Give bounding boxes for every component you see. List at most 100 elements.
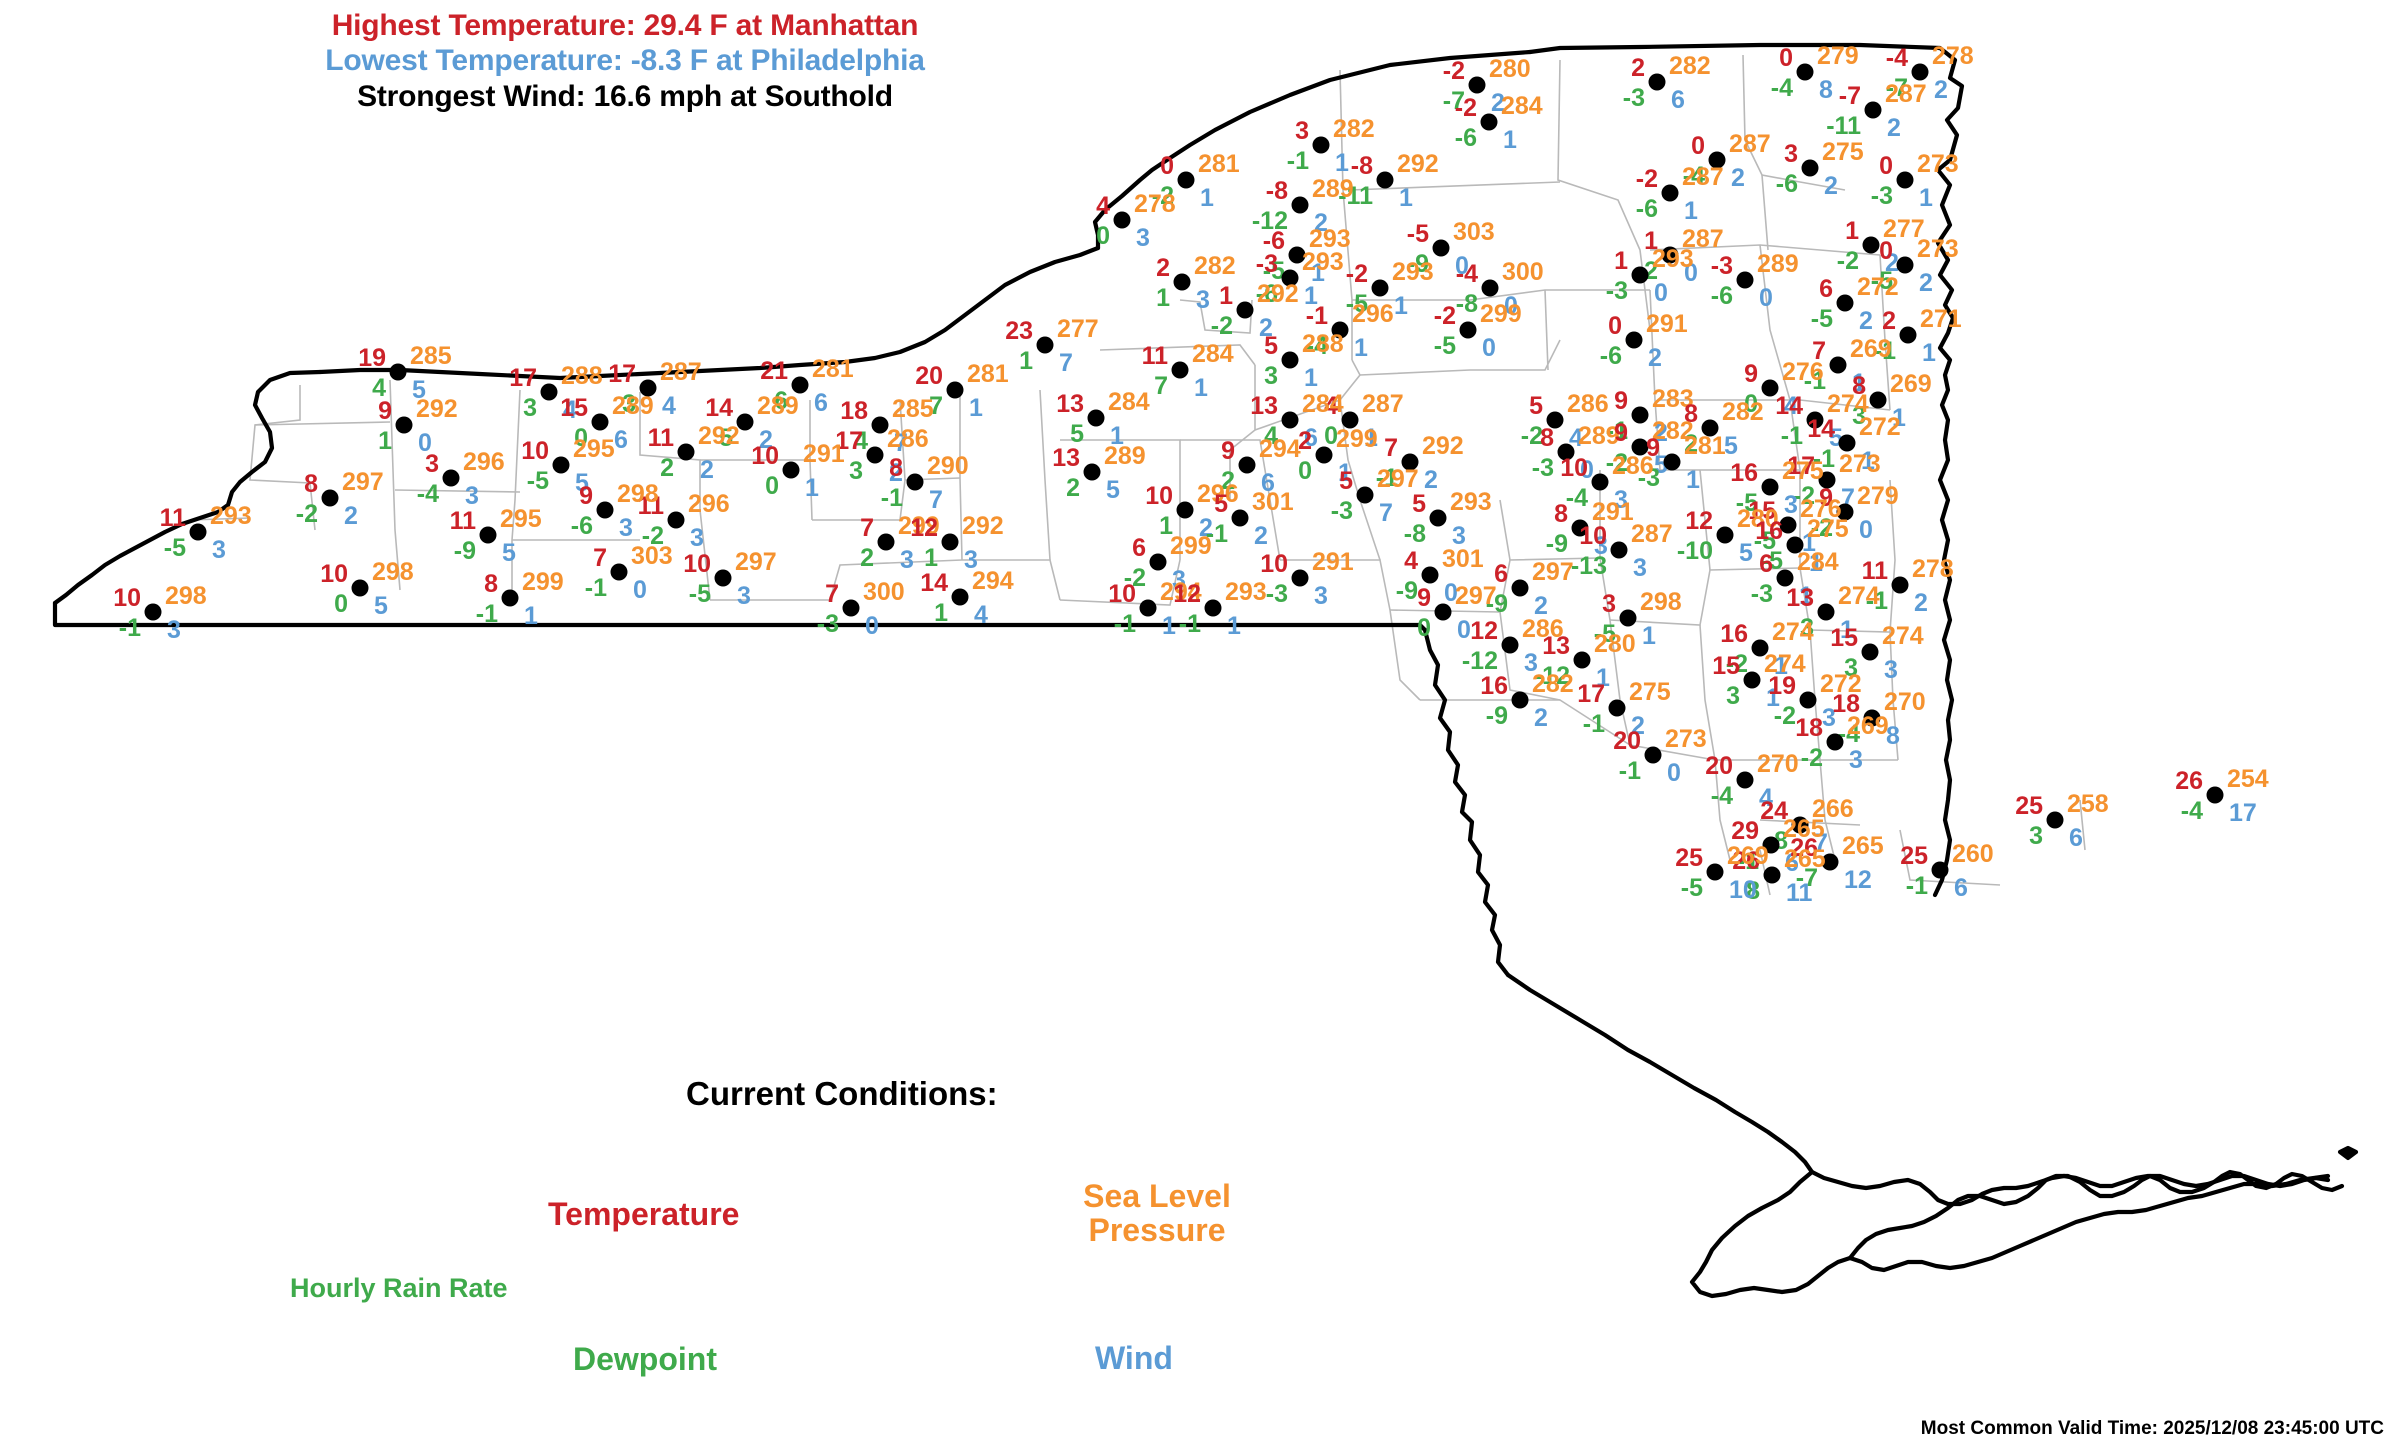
station-plot: 11 296 -2 3 [638, 490, 730, 552]
station-dot [321, 489, 339, 507]
station-plot: 2 282 -3 6 [1623, 52, 1711, 114]
station-dewpoint: -7 [1886, 74, 1908, 102]
station-sea-level-pressure: 280 [1737, 505, 1779, 533]
station-sea-level-pressure: 274 [1882, 622, 1924, 650]
station-sea-level-pressure: 274 [1772, 618, 1814, 646]
station-temperature: -1 [1306, 302, 1328, 330]
station-sea-level-pressure: 289 [1757, 250, 1799, 278]
station-plot: 15 289 0 6 [560, 392, 654, 454]
station-wind: 1 [1766, 684, 1780, 712]
station-plot: 9 292 1 0 [378, 395, 458, 457]
station-dot [1862, 236, 1880, 254]
station-wind: 2 [1424, 466, 1438, 494]
station-wind: 3 [1196, 286, 1210, 314]
station-temperature: 3 [1784, 140, 1798, 168]
valid-time-footer: Most Common Valid Time: 2025/12/08 23:45… [1920, 1418, 2384, 1439]
station-temperature: 17 [835, 427, 863, 455]
station-temperature: 9 [1417, 584, 1431, 612]
legend-dewpoint-label: Dewpoint [573, 1341, 717, 1377]
station-plot: 7 300 -3 0 [817, 578, 905, 640]
station-sea-level-pressure: 299 [522, 568, 564, 596]
station-temperature: 20 [1705, 752, 1733, 780]
station-sea-level-pressure: 295 [500, 505, 542, 533]
station-sea-level-pressure: 275 [1782, 457, 1824, 485]
station-temperature: 15 [1830, 624, 1858, 652]
station-sea-level-pressure: 290 [927, 452, 969, 480]
station-dewpoint: -4 [1566, 484, 1588, 512]
station-dot [1631, 438, 1649, 456]
station-dewpoint: 2 [660, 454, 674, 482]
station-temperature: 13 [1052, 444, 1080, 472]
station-dot [1751, 639, 1769, 657]
station-wind: 1 [1399, 184, 1413, 212]
station-sea-level-pressure: 287 [1682, 163, 1724, 191]
station-dot [1663, 453, 1681, 471]
station-dewpoint: 3 [622, 390, 636, 418]
station-wind: 1 [1686, 466, 1700, 494]
station-temperature: 2 [1631, 54, 1645, 82]
station-wind: 0 [418, 429, 432, 457]
station-temperature: -2 [1434, 302, 1456, 330]
station-plot: 18 285 4 7 [840, 395, 934, 457]
station-sea-level-pressure: 301 [1252, 488, 1294, 516]
station-temperature: 4 [1324, 392, 1338, 420]
station-sea-level-pressure: 303 [631, 542, 673, 570]
station-plot: 14 294 1 4 [920, 567, 1014, 629]
station-dewpoint: -2 [1793, 482, 1815, 510]
station-dewpoint: 3 [1844, 654, 1858, 682]
station-dot [1231, 509, 1249, 527]
station-wind: 6 [1785, 849, 1799, 877]
station-dewpoint: 0 [1744, 390, 1758, 418]
station-temperature: 10 [521, 437, 549, 465]
station-dot [1763, 866, 1781, 884]
station-plot: 4 301 -9 0 [1396, 545, 1484, 607]
station-dewpoint: 1 [934, 599, 948, 627]
station-dewpoint: -4 [1711, 782, 1733, 810]
station-dot [1761, 379, 1779, 397]
station-dewpoint: -9 [1407, 250, 1429, 278]
station-plot: 5 286 -2 4 [1521, 390, 1609, 452]
station-dewpoint: 0 [765, 472, 779, 500]
station-wind: 5 [374, 592, 388, 620]
station-temperature: 18 [840, 397, 868, 425]
station-sea-level-pressure: 282 [1194, 252, 1236, 280]
station-plot: 11 295 -9 5 [450, 505, 542, 567]
station-sea-level-pressure: 278 [1912, 555, 1954, 583]
station-plot: 12 280 -10 5 [1677, 505, 1779, 567]
station-temperature: 10 [113, 584, 141, 612]
station-dewpoint: -3 [1532, 454, 1554, 482]
station-dot [1281, 411, 1299, 429]
station-dot [1762, 836, 1780, 854]
station-sea-level-pressure: 300 [863, 578, 905, 606]
station-plot: 6 297 -9 2 [1486, 558, 1574, 620]
station-wind: 0 [1455, 252, 1469, 280]
station-sea-level-pressure: 301 [1442, 545, 1484, 573]
legend-wind-label: Wind [1095, 1340, 1173, 1376]
station-temperature: -5 [1407, 220, 1429, 248]
station-plot: 4 287 0 1 [1324, 390, 1404, 452]
station-temperature: 8 [1684, 400, 1698, 428]
station-temperature: -8 [1266, 177, 1288, 205]
station-sea-level-pressure: 281 [1198, 150, 1240, 178]
station-dot [667, 511, 685, 529]
station-dewpoint: -1 [1287, 147, 1309, 175]
station-wind: 5 [1724, 432, 1738, 460]
station-dot [1644, 746, 1662, 764]
station-temperature: 9 [1614, 419, 1628, 447]
station-sea-level-pressure: 299 [1170, 532, 1212, 560]
legend-hourly-rain-rate-label: Hourly Rain Rate [290, 1273, 508, 1303]
station-sea-level-pressure: 279 [1817, 42, 1859, 70]
station-dot [1511, 579, 1529, 597]
station-sea-level-pressure: 296 [463, 448, 505, 476]
station-dot [951, 588, 969, 606]
station-dot [144, 603, 162, 621]
station-dot [1291, 196, 1309, 214]
station-dot [1176, 501, 1194, 519]
station-sea-level-pressure: 294 [1160, 578, 1202, 606]
station-dewpoint: -9 [454, 537, 476, 565]
station-sea-level-pressure: 292 [962, 512, 1004, 540]
legend-sea-level-pressure-label: Sea Level Pressure [1042, 1179, 1272, 1247]
